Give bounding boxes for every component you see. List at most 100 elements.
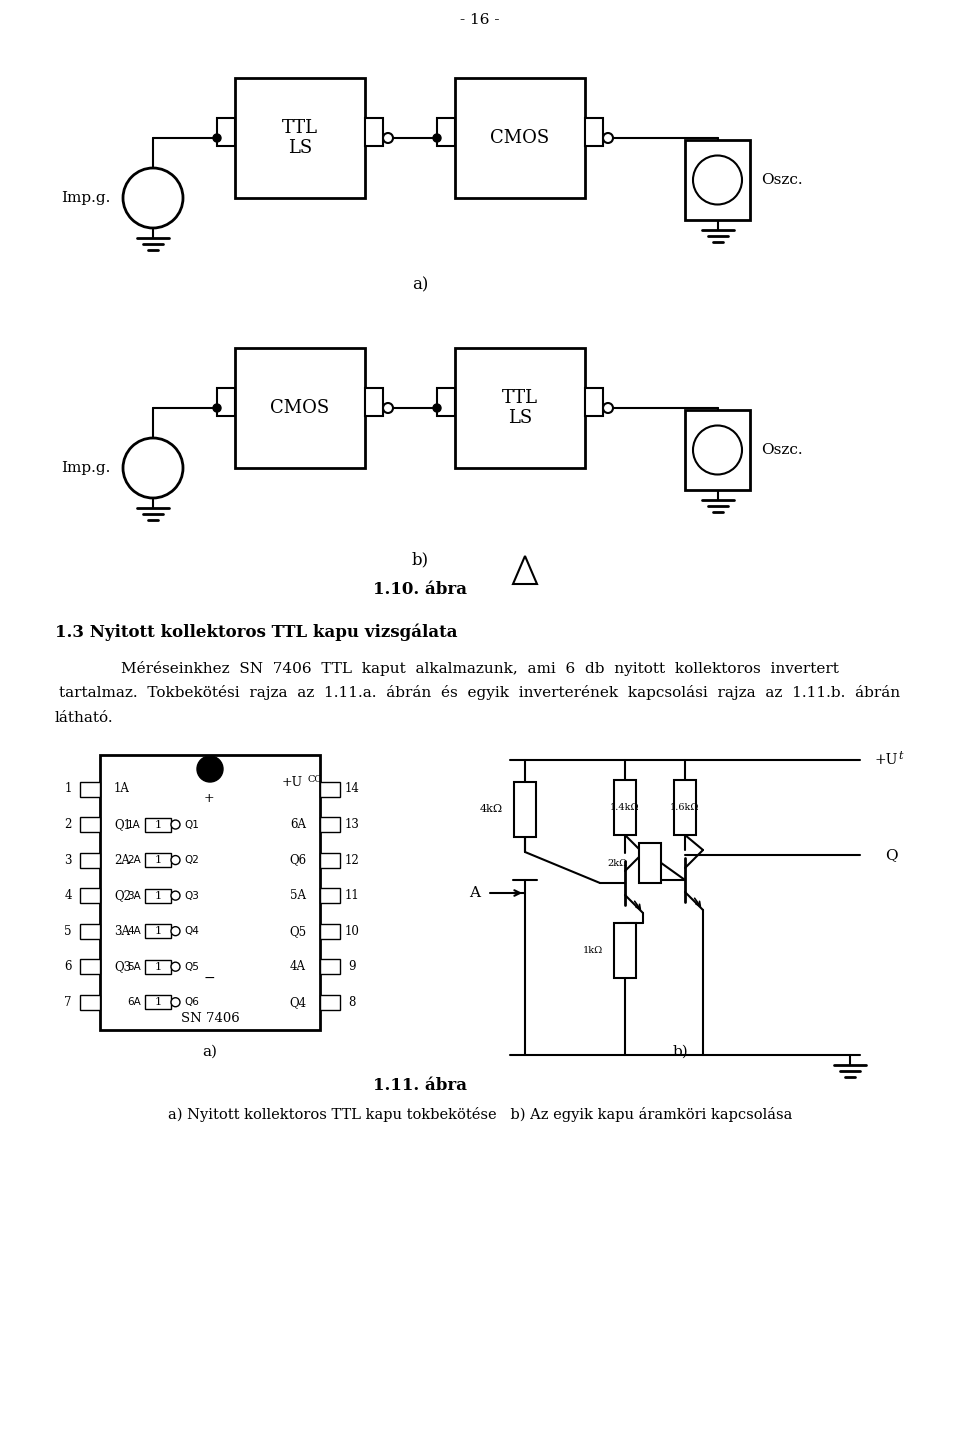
Bar	[585, 388, 603, 416]
Text: 1A: 1A	[114, 783, 130, 796]
Text: 1kΩ: 1kΩ	[583, 946, 603, 955]
Bar	[437, 118, 455, 146]
Text: 12: 12	[345, 853, 359, 866]
Text: 14: 14	[345, 783, 359, 796]
Bar	[365, 118, 383, 146]
Text: +U: +U	[875, 752, 899, 767]
Text: Q2: Q2	[114, 889, 131, 902]
Text: 1.11. ábra: 1.11. ábra	[373, 1077, 467, 1093]
Text: 11: 11	[345, 889, 359, 902]
Text: 6: 6	[64, 961, 72, 974]
Bar	[320, 923, 340, 939]
Text: A: A	[469, 886, 481, 900]
Text: 1: 1	[155, 890, 161, 900]
Circle shape	[383, 404, 393, 414]
Text: 3: 3	[64, 853, 72, 866]
Text: Imp.g.: Imp.g.	[61, 191, 111, 205]
Text: a) Nyitott kollektoros TTL kapu tokbekötése   b) Az egyik kapu áramköri kapcsolá: a) Nyitott kollektoros TTL kapu tokbeköt…	[168, 1107, 792, 1123]
Bar	[80, 887, 100, 903]
Text: Q1: Q1	[184, 820, 199, 830]
Bar	[145, 817, 171, 831]
Text: 6A: 6A	[128, 997, 141, 1007]
Text: 4: 4	[64, 889, 72, 902]
Text: 1.10. ábra: 1.10. ábra	[373, 582, 467, 599]
Text: 1: 1	[155, 854, 161, 864]
Circle shape	[123, 168, 183, 228]
Text: Q3: Q3	[184, 890, 199, 900]
Bar	[365, 388, 383, 416]
Text: 2A: 2A	[128, 854, 141, 864]
Text: Q: Q	[885, 849, 898, 862]
Text: - 16 -: - 16 -	[460, 13, 500, 27]
Text: Q5: Q5	[289, 925, 306, 938]
Bar	[80, 995, 100, 1010]
Text: CC: CC	[308, 774, 323, 784]
Text: 2: 2	[64, 819, 72, 831]
Text: 5A: 5A	[128, 962, 141, 972]
Text: 5: 5	[64, 925, 72, 938]
Text: tartalmaz.  Tokbekötési  rajza  az  1.11.a.  ábrán  és  egyik  inverterének  kap: tartalmaz. Tokbekötési rajza az 1.11.a. …	[60, 685, 900, 701]
Bar	[80, 923, 100, 939]
Text: b): b)	[672, 1045, 688, 1058]
Bar	[145, 995, 171, 1010]
Bar	[235, 78, 365, 198]
Circle shape	[171, 998, 180, 1007]
Text: Q5: Q5	[184, 962, 199, 972]
Bar	[514, 783, 536, 837]
Text: b): b)	[412, 551, 428, 569]
Circle shape	[171, 856, 180, 864]
Circle shape	[171, 820, 180, 829]
Bar	[320, 995, 340, 1010]
Text: 1: 1	[155, 926, 161, 936]
Circle shape	[123, 438, 183, 498]
Text: látható.: látható.	[55, 711, 113, 725]
Text: t: t	[898, 751, 902, 761]
Text: 4A: 4A	[128, 926, 141, 936]
Text: 5A: 5A	[290, 889, 306, 902]
Text: Oszc.: Oszc.	[761, 442, 803, 457]
Bar	[320, 781, 340, 797]
Text: 4A: 4A	[290, 961, 306, 974]
Text: Q4: Q4	[184, 926, 199, 936]
Text: 8: 8	[348, 995, 356, 1008]
Text: 9: 9	[348, 961, 356, 974]
Circle shape	[603, 134, 613, 144]
Circle shape	[171, 962, 180, 971]
Bar	[437, 388, 455, 416]
Bar	[217, 118, 235, 146]
Bar	[614, 780, 636, 834]
Circle shape	[693, 425, 742, 474]
Text: 3A: 3A	[128, 890, 141, 900]
Text: −: −	[204, 971, 215, 985]
Text: 7: 7	[64, 995, 72, 1008]
Text: a): a)	[203, 1045, 218, 1058]
Bar	[455, 78, 585, 198]
Bar	[614, 923, 636, 978]
Circle shape	[603, 404, 613, 414]
Circle shape	[197, 755, 223, 783]
Text: Q6: Q6	[289, 853, 306, 866]
Text: Q4: Q4	[289, 995, 306, 1008]
Bar	[685, 139, 750, 220]
Circle shape	[693, 155, 742, 204]
Circle shape	[383, 134, 393, 144]
Text: 1: 1	[155, 997, 161, 1007]
Bar	[685, 411, 750, 490]
Text: TTL
LS: TTL LS	[282, 119, 318, 158]
Text: 2A: 2A	[114, 853, 130, 866]
Text: CMOS: CMOS	[271, 399, 329, 416]
Circle shape	[171, 892, 180, 900]
Text: 1.4kΩ: 1.4kΩ	[611, 803, 639, 811]
Bar	[217, 388, 235, 416]
Text: 4kΩ: 4kΩ	[480, 804, 503, 814]
Text: 3A: 3A	[114, 925, 130, 938]
Bar	[145, 959, 171, 974]
Bar	[585, 118, 603, 146]
Text: 13: 13	[345, 819, 359, 831]
Bar	[320, 853, 340, 867]
Bar	[320, 817, 340, 831]
Text: Q1: Q1	[114, 819, 131, 831]
Text: 1.6kΩ: 1.6kΩ	[670, 803, 700, 811]
Bar	[320, 887, 340, 903]
Bar	[100, 755, 320, 1030]
